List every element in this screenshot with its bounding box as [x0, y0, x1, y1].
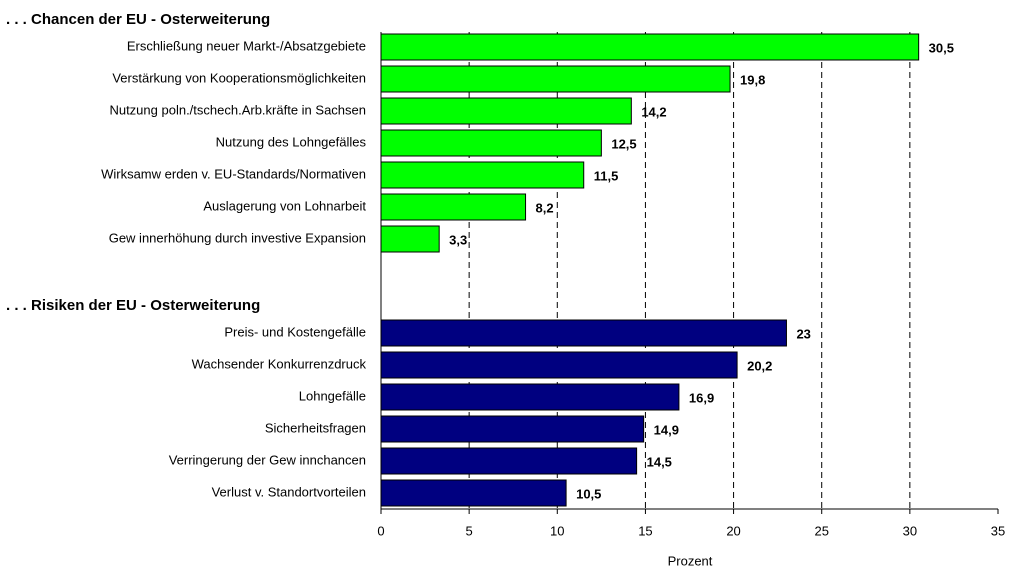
bar [380, 351, 738, 379]
group-header: . . . Chancen der EU - Osterweiterung [6, 11, 270, 28]
y-tick-label: Wachsender Konkurrenzdruck [192, 356, 367, 371]
value-label: 23 [796, 326, 810, 341]
x-tick-label: 20 [726, 523, 740, 538]
value-label: 10,5 [576, 486, 601, 501]
value-label: 14,9 [654, 422, 679, 437]
y-tick-label: Wirksamw erden v. EU-Standards/Normative… [101, 166, 366, 181]
bar [380, 161, 585, 189]
value-label: 19,8 [740, 72, 765, 87]
bar [380, 97, 632, 125]
y-tick-label: Preis- und Kostengefälle [224, 324, 366, 339]
bar [380, 193, 527, 221]
value-label: 14,5 [647, 454, 672, 469]
value-label: 12,5 [611, 136, 636, 151]
value-label: 3,3 [449, 232, 467, 247]
x-axis-label: Prozent [668, 553, 713, 568]
x-tick-label: 10 [550, 523, 564, 538]
x-tick-label: 30 [903, 523, 917, 538]
y-tick-label: Sicherheitsfragen [265, 420, 366, 435]
value-label: 16,9 [689, 390, 714, 405]
bar [380, 129, 602, 157]
x-tick-label: 0 [377, 523, 384, 538]
y-tick-label: Verlust v. Standortvorteilen [212, 484, 366, 499]
y-tick-label: Nutzung des Lohngefälles [216, 134, 367, 149]
bar [380, 415, 645, 443]
value-label: 20,2 [747, 358, 772, 373]
bar [380, 479, 567, 507]
y-tick-label: Nutzung poln./tschech.Arb.kräfte in Sach… [109, 102, 366, 117]
bar [380, 33, 920, 61]
value-label: 11,5 [594, 168, 619, 183]
group-header: . . . Risiken der EU - Osterweiterung [6, 297, 260, 314]
bar [380, 319, 787, 347]
y-tick-label: Gew innerhöhung durch investive Expansio… [109, 230, 366, 245]
y-tick-label: Verringerung der Gew innchancen [169, 452, 366, 467]
x-tick-label: 25 [814, 523, 828, 538]
x-tick-label: 15 [638, 523, 652, 538]
y-tick-label: Lohngefälle [299, 388, 366, 403]
x-tick-label: 5 [466, 523, 473, 538]
x-tick-label: 35 [991, 523, 1005, 538]
value-label: 8,2 [536, 200, 554, 215]
bar [380, 225, 440, 253]
y-tick-label: Auslagerung von Lohnarbeit [203, 198, 366, 213]
y-tick-label: Verstärkung von Kooperationsmöglichkeite… [112, 70, 366, 85]
bar [380, 447, 638, 475]
bar [380, 383, 680, 411]
value-label: 14,2 [641, 104, 666, 119]
y-tick-label: Erschließung neuer Markt-/Absatzgebiete [127, 38, 366, 53]
value-label: 30,5 [929, 40, 954, 55]
bar [380, 65, 731, 93]
